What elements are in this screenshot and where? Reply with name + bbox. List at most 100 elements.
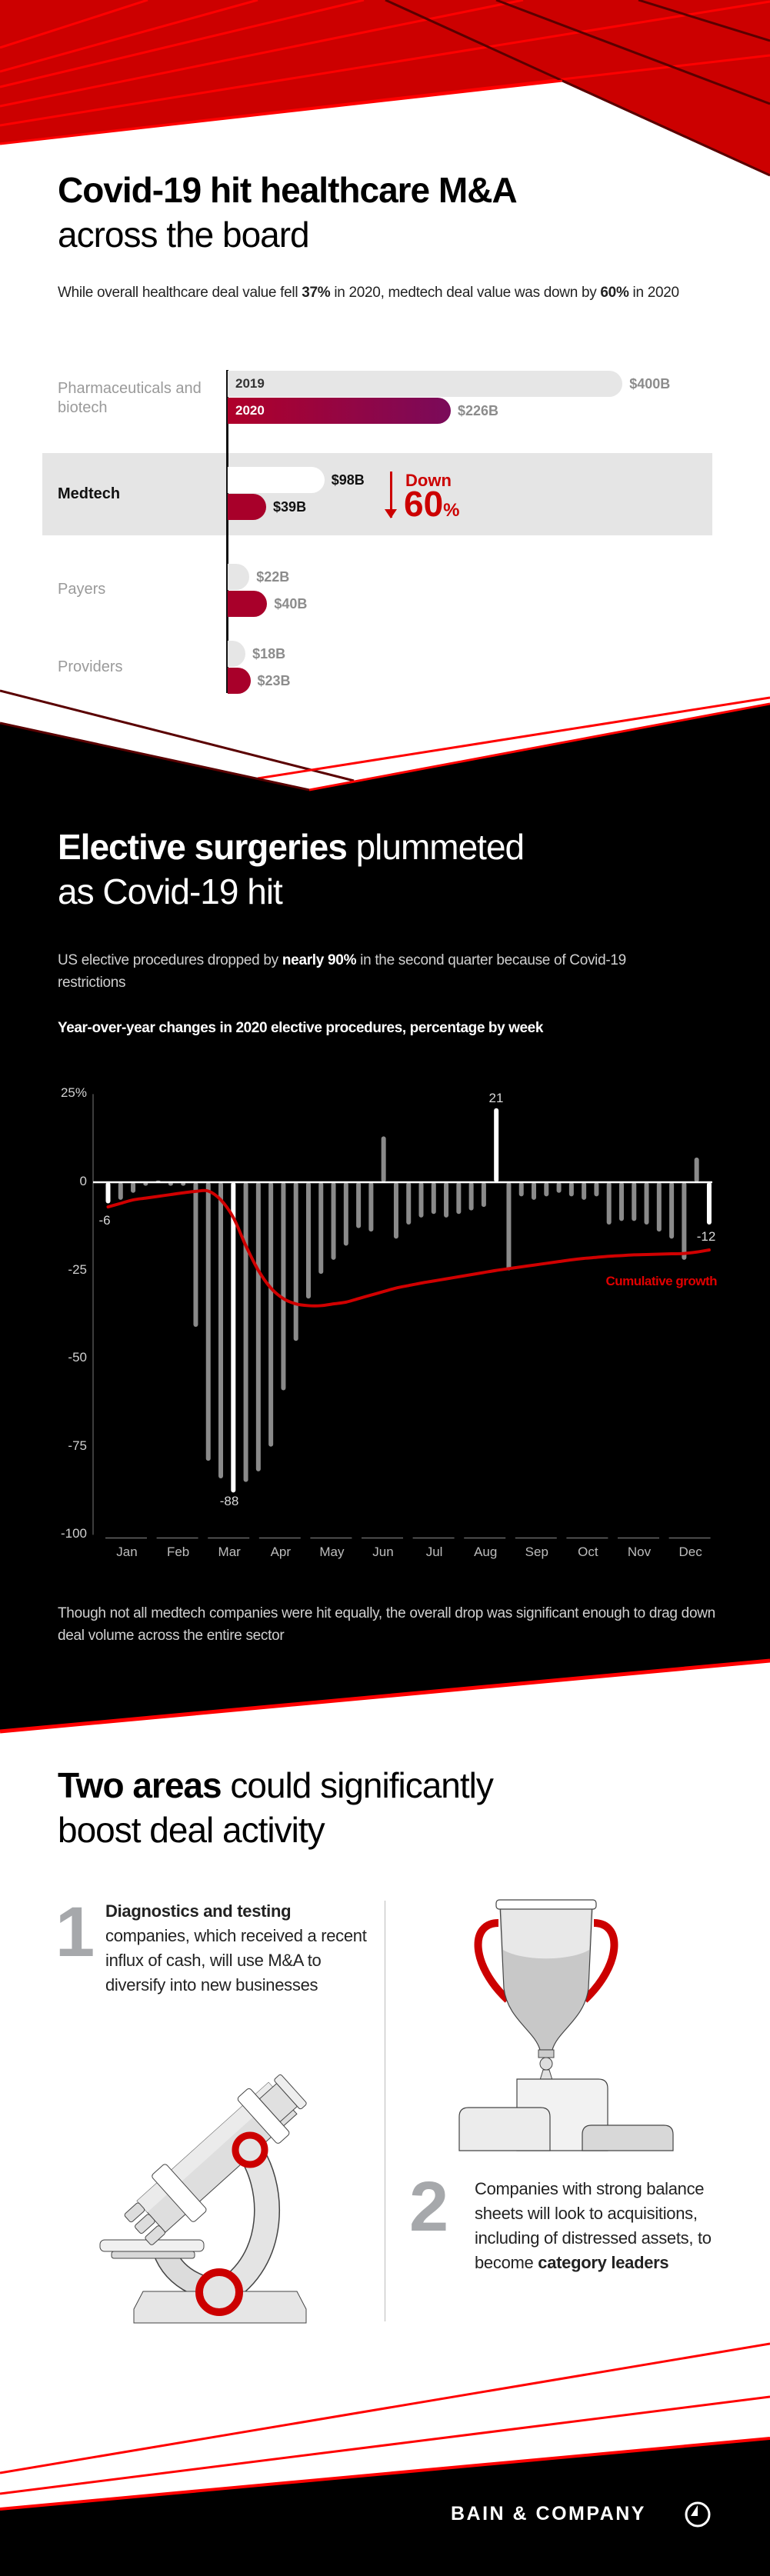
y-tick-label: 25% — [60, 1085, 87, 1101]
x-tick-label: May — [319, 1545, 345, 1559]
callout-value: 60% — [404, 486, 460, 522]
week-bar — [606, 1182, 612, 1225]
bar-2020 — [228, 591, 268, 617]
item-1-bold: Diagnostics and testing — [105, 1901, 292, 1921]
subtitle-text: in 2020 — [628, 285, 680, 301]
bar-2019 — [228, 467, 325, 493]
item-2-number: 2 — [409, 2168, 449, 2246]
week-bar — [393, 1182, 398, 1239]
section2-title-light2: as Covid-19 hit — [58, 871, 283, 911]
section3-title-light2: boost deal activity — [58, 1810, 325, 1850]
item-1-body: companies, which received a recent influ… — [105, 1926, 367, 1994]
week-bar — [243, 1182, 248, 1482]
week-bar — [594, 1182, 599, 1197]
x-tick-label: Jan — [116, 1545, 138, 1559]
item-2-bold: category leaders — [538, 2253, 669, 2272]
subtitle-text: US elective procedures dropped by — [58, 952, 282, 968]
week-bar — [368, 1182, 374, 1232]
x-tick-label: Aug — [474, 1545, 498, 1559]
bar-2019: 2019 — [228, 371, 623, 397]
value-label: $98B — [331, 472, 365, 488]
bain-logo-icon — [685, 2501, 711, 2528]
bain-logo-text: BAIN & COMPANY — [451, 2503, 646, 2524]
item-2-text: Companies with strong balance sheets wil… — [475, 2177, 721, 2275]
week-bar — [506, 1182, 512, 1271]
week-bar — [406, 1182, 412, 1225]
category-label: Payers — [58, 581, 106, 598]
value-label: $39B — [273, 499, 307, 515]
week-bar — [356, 1182, 362, 1228]
item-1-number: 1 — [55, 1893, 95, 1971]
series-label: 2020 — [235, 403, 265, 418]
subtitle-text: in the second quarter because of Covid-1… — [58, 952, 626, 991]
week-bar — [468, 1182, 474, 1211]
week-bar — [281, 1182, 286, 1391]
black-section-bg — [0, 689, 770, 1734]
y-tick-label: 0 — [79, 1174, 87, 1188]
data-label: -6 — [98, 1213, 111, 1228]
cumulative-growth-line — [106, 1188, 711, 1308]
section3-title-light: could significantly — [230, 1765, 494, 1805]
value-label: $23B — [257, 673, 291, 688]
value-label: $400B — [629, 376, 671, 392]
line-series-label: Cumulative growth — [605, 1274, 717, 1288]
week-bar — [205, 1182, 211, 1461]
data-label: 21 — [488, 1091, 504, 1105]
week-bar — [381, 1136, 386, 1182]
callout-label: Down — [405, 471, 452, 490]
weekly-chart-title: Year-over-year changes in 2020 elective … — [58, 1020, 544, 1036]
top-decoration — [0, 0, 770, 185]
x-tick-label: Mar — [218, 1545, 241, 1559]
week-bar — [231, 1182, 236, 1493]
bar-2020 — [228, 668, 251, 694]
subtitle-bold: 60% — [600, 285, 629, 301]
week-bar — [343, 1182, 348, 1246]
section3-title: Two areas could significantly boost deal… — [58, 1763, 494, 1852]
x-tick-label: Oct — [578, 1545, 598, 1559]
microscope-icon — [99, 2074, 307, 2324]
week-bar — [706, 1182, 712, 1225]
week-bar — [444, 1182, 449, 1218]
value-label: $40B — [274, 596, 308, 612]
x-tick-label: Jul — [425, 1545, 443, 1559]
week-bar — [105, 1182, 111, 1204]
data-label: -88 — [219, 1494, 239, 1508]
week-bar — [331, 1182, 336, 1260]
y-tick-label: -75 — [68, 1438, 87, 1453]
week-bar — [669, 1182, 675, 1239]
medtech-highlight-band — [42, 453, 712, 535]
subtitle-bold: nearly 90% — [282, 952, 357, 968]
down-arrow-icon — [390, 472, 392, 518]
week-bar — [255, 1182, 261, 1471]
item-2-body: Companies with strong balance sheets wil… — [475, 2179, 712, 2272]
section1-title-bold: Covid-19 hit healthcare M&A — [58, 170, 518, 210]
week-bar — [193, 1182, 198, 1327]
week-bar — [293, 1182, 298, 1341]
week-bar — [494, 1108, 499, 1182]
week-bar — [682, 1182, 687, 1260]
category-label: Medtech — [58, 485, 121, 502]
value-label: $22B — [256, 569, 290, 585]
callout-unit: % — [443, 500, 460, 521]
deal-chart-axis — [226, 370, 228, 693]
week-bar — [418, 1182, 424, 1218]
week-bar — [481, 1182, 486, 1208]
x-tick-label: Apr — [270, 1545, 292, 1559]
x-tick-label: Feb — [166, 1545, 190, 1559]
x-tick-label: Jun — [372, 1545, 394, 1559]
bar-2020: 2020 — [228, 398, 451, 424]
data-label: -12 — [696, 1229, 716, 1244]
week-bar — [632, 1182, 637, 1221]
section2-title-bold: Elective surgeries — [58, 827, 348, 867]
x-tick-label: Nov — [627, 1545, 652, 1559]
week-bar — [118, 1182, 123, 1200]
section1-title-light: across the board — [58, 215, 310, 255]
subtitle-text: While overall healthcare deal value fell — [58, 285, 302, 301]
category-label: Providers — [58, 658, 123, 675]
value-label: $18B — [252, 646, 286, 661]
week-bar — [556, 1182, 562, 1193]
category-label: Pharmaceuticals and biotech — [58, 380, 202, 416]
week-bar — [532, 1182, 537, 1200]
x-tick-label: Sep — [525, 1545, 548, 1559]
down-arrow-head-icon — [385, 509, 397, 518]
